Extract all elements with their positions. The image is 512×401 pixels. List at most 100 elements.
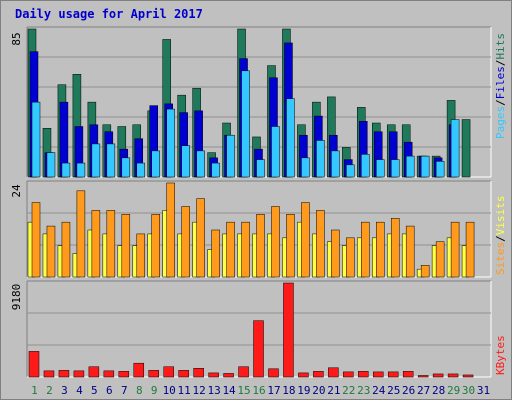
bar-visits xyxy=(106,210,116,278)
bar-kbytes xyxy=(163,366,174,378)
x-tick-label: 16 xyxy=(252,384,265,397)
bar-kbytes xyxy=(328,367,339,378)
bar-kbytes xyxy=(238,366,249,378)
x-tick-label: 18 xyxy=(282,384,295,397)
bar-pages xyxy=(136,162,146,178)
bar-pages xyxy=(390,159,400,178)
bar-kbytes xyxy=(373,371,384,378)
bar-visits xyxy=(46,225,56,278)
bar-visits xyxy=(465,221,475,278)
bar-kbytes xyxy=(178,370,189,378)
bar-kbytes xyxy=(268,368,279,378)
x-tick-label: 3 xyxy=(61,384,68,397)
legend-separator: / xyxy=(494,99,507,106)
x-tick-label: 8 xyxy=(136,384,143,397)
bar-visits xyxy=(61,221,71,278)
bar-visits xyxy=(181,206,190,278)
x-tick-label: 11 xyxy=(178,384,191,397)
x-tick-label: 29 xyxy=(447,384,460,397)
x-tick-label: 13 xyxy=(207,384,220,397)
bar-kbytes xyxy=(133,362,145,378)
bar-visits xyxy=(196,198,205,278)
bar-kbytes xyxy=(253,320,264,378)
bar-visits xyxy=(346,237,355,278)
bar-visits xyxy=(390,218,400,278)
bar-pages xyxy=(405,155,415,178)
bar-pages xyxy=(271,126,280,178)
bar-pages xyxy=(316,140,325,178)
x-tick-label: 12 xyxy=(193,384,206,397)
bar-visits xyxy=(420,265,430,278)
bar-visits xyxy=(166,182,175,278)
bar-kbytes xyxy=(28,351,40,378)
bar-kbytes xyxy=(462,374,474,378)
bar-kbytes xyxy=(298,372,309,378)
x-tick-label: 24 xyxy=(372,384,386,397)
x-tick-label: 9 xyxy=(151,384,158,397)
bar-visits xyxy=(226,221,235,278)
x-tick-label: 31 xyxy=(477,384,490,397)
x-tick-label: 15 xyxy=(237,384,250,397)
legend-separator: / xyxy=(494,60,507,67)
bar-pages xyxy=(286,98,295,178)
bar-visits xyxy=(331,229,340,278)
bar-kbytes xyxy=(432,373,444,378)
legend-hits-files-pages: Pages/Files/Hits xyxy=(494,33,507,139)
bar-visits xyxy=(271,206,280,278)
bar-pages xyxy=(361,154,370,178)
legend-item-files: Files xyxy=(494,66,507,99)
legend-item-hits: Hits xyxy=(494,33,507,60)
legend-item-kbytes: KBytes xyxy=(494,335,507,375)
x-tick-label: 22 xyxy=(342,384,355,397)
bar-pages xyxy=(241,70,250,178)
bar-pages xyxy=(121,157,131,178)
bar-kbytes xyxy=(313,371,324,378)
bar-visits xyxy=(151,214,160,278)
x-tick-label: 2 xyxy=(46,384,53,397)
x-tick-label: 27 xyxy=(417,384,430,397)
bar-kbytes xyxy=(447,373,459,378)
x-tick-label: 28 xyxy=(432,384,445,397)
bar-kbytes xyxy=(118,371,130,378)
bar-kbytes xyxy=(148,370,159,378)
x-tick-label: 10 xyxy=(163,384,176,397)
bar-pages xyxy=(106,143,116,178)
x-tick-label: 6 xyxy=(106,384,113,397)
bar-kbytes xyxy=(223,373,234,378)
y-max-label: 9180 xyxy=(10,284,23,311)
bar-visits xyxy=(136,233,146,278)
bar-kbytes xyxy=(283,282,294,378)
chart-title: Daily usage for April 2017 xyxy=(15,7,203,21)
x-tick-label: 23 xyxy=(357,384,370,397)
bar-visits xyxy=(286,214,295,278)
bar-pages xyxy=(76,162,86,178)
legend-item-sites: Sites xyxy=(494,242,507,275)
bar-pages xyxy=(435,161,445,178)
x-tick-label: 17 xyxy=(267,384,280,397)
bar-visits xyxy=(435,241,445,278)
x-tick-label: 14 xyxy=(222,384,236,397)
x-tick-label: 7 xyxy=(121,384,128,397)
bar-pages xyxy=(46,152,56,178)
bar-visits xyxy=(405,225,415,278)
bar-pages xyxy=(226,134,235,178)
bar-hits xyxy=(461,119,471,178)
bar-kbytes xyxy=(103,370,115,378)
bar-pages xyxy=(256,159,265,178)
bar-kbytes xyxy=(58,370,70,378)
bar-kbytes xyxy=(193,368,204,378)
x-tick-label: 26 xyxy=(402,384,415,397)
legend-visits-sites: Sites/Visits xyxy=(494,196,507,276)
legend-separator: / xyxy=(494,235,507,242)
x-tick-label: 25 xyxy=(387,384,400,397)
x-tick-label: 19 xyxy=(297,384,310,397)
bar-visits xyxy=(31,202,41,278)
bar-pages xyxy=(196,150,205,178)
legend-item-pages: Pages xyxy=(494,106,507,139)
bar-kbytes xyxy=(402,371,414,378)
bar-pages xyxy=(376,159,385,178)
bar-visits xyxy=(301,202,310,278)
bar-kbytes xyxy=(88,366,100,378)
bar-pages xyxy=(420,155,430,178)
